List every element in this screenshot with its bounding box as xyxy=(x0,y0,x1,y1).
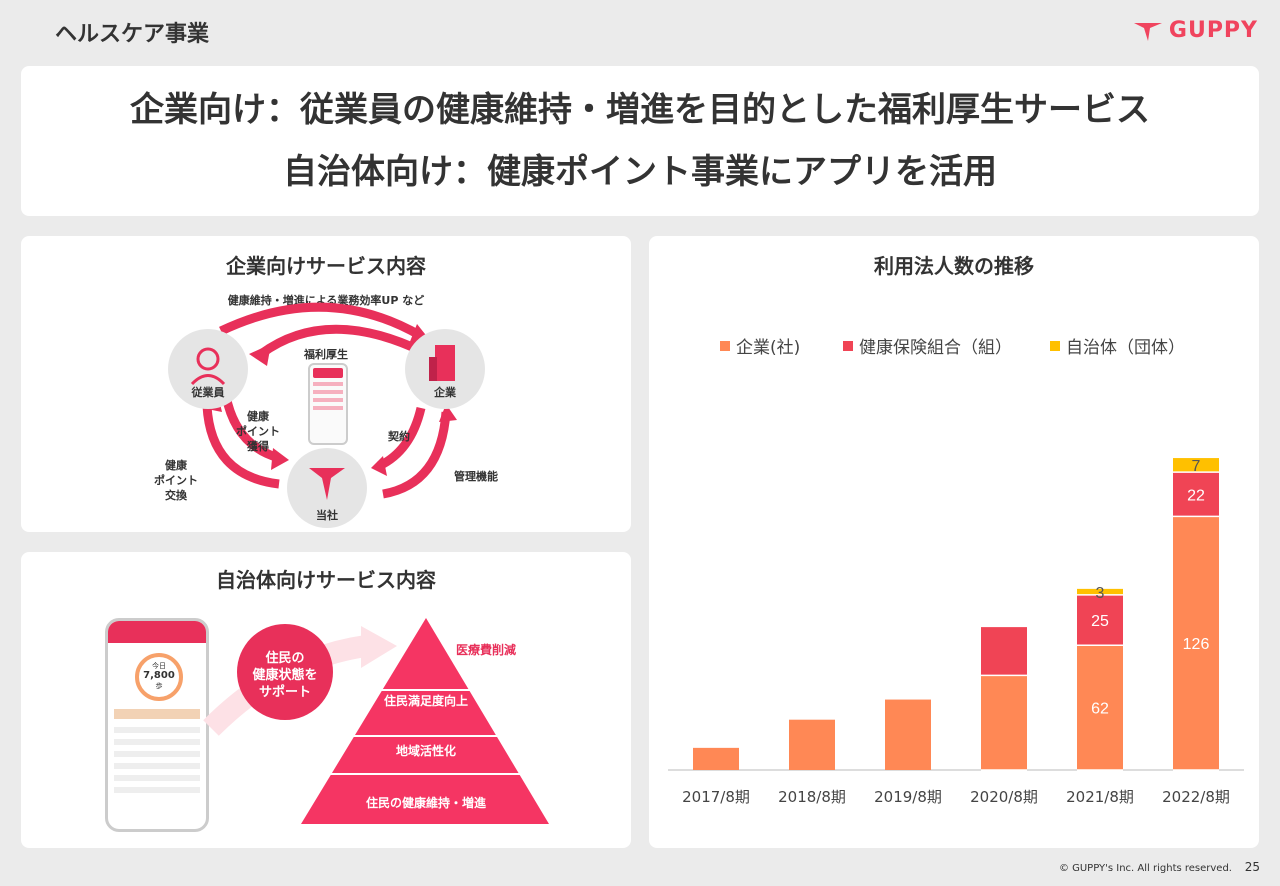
legend-swatch-union xyxy=(843,340,853,351)
support-bubble xyxy=(237,624,333,720)
legend-label-union: 健康保険組合（組） xyxy=(859,338,1012,358)
us-node xyxy=(287,448,367,528)
legend-item-municipal: 自治体（団体） xyxy=(1050,333,1185,358)
steps-today-label: 今日 xyxy=(152,662,166,670)
pyramid-level-4: 住民の健康維持・増進 xyxy=(365,796,486,810)
legend-swatch-municipal xyxy=(1050,340,1060,351)
pyramid-level-1: 医療費削減 xyxy=(455,643,516,657)
admin-label: 管理機能 xyxy=(454,470,498,483)
x-tick-label: 2019/8期 xyxy=(874,788,942,806)
pyramid xyxy=(301,618,549,824)
steps-value: 7,800 xyxy=(143,670,175,681)
x-tick-label: 2021/8期 xyxy=(1066,788,1134,806)
person-icon xyxy=(190,347,226,386)
headline-line-2: 自治体向け：健康ポイント事業にアプリを活用 xyxy=(283,152,997,192)
municipal-app-phone: 今日 7,800 歩 xyxy=(105,618,209,832)
chart-card: 利用法人数の推移 xyxy=(649,236,1259,848)
company-label: 企業 xyxy=(434,386,456,399)
guppy-logo-icon xyxy=(1133,22,1162,41)
steps-unit: 歩 xyxy=(155,682,163,690)
logo-text: GUPPY xyxy=(1168,18,1258,43)
legend-label-municipal: 自治体（団体） xyxy=(1066,338,1185,358)
copyright: © GUPPY's Inc. All rights reserved. xyxy=(1058,863,1232,874)
top-arrow-label: 健康維持・増進による業務効率UP など xyxy=(227,294,425,307)
company-node xyxy=(405,329,485,409)
headline-line-1: 企業向け：従業員の健康維持・増進を目的とした福利厚生サービス xyxy=(130,90,1150,130)
welfare-label: 福利厚生 xyxy=(304,348,348,361)
headline-card: 企業向け：従業員の健康維持・増進を目的とした福利厚生サービス 自治体向け：健康ポ… xyxy=(21,66,1259,216)
pyramid-level-2: 住民満足度向上 xyxy=(383,694,468,708)
employee-label: 従業員 xyxy=(191,386,225,399)
municipal-service-card: 自治体向けサービス内容 今日 7,800 歩 住民の 健康状態を サポート 医療… xyxy=(21,552,631,848)
pyramid-level-3: 地域活性化 xyxy=(395,744,456,758)
legend-item-union: 健康保険組合（組） xyxy=(843,333,1012,358)
exchange-points-label: 健康 ポイント 交換 xyxy=(154,459,198,502)
earn-points-label: 健康 ポイント 獲得 xyxy=(236,410,280,453)
app-phone-icon xyxy=(308,363,348,445)
legend-item-company: 企業(社) xyxy=(720,333,800,358)
contract-label: 契約 xyxy=(388,430,410,443)
building-icon xyxy=(429,345,455,381)
x-tick-label: 2020/8期 xyxy=(970,788,1038,806)
municipal-service-title: 自治体向けサービス内容 xyxy=(216,568,436,592)
support-bubble-text: 住民の 健康状態を サポート xyxy=(252,651,318,700)
legend-label-company: 企業(社) xyxy=(736,338,801,358)
guppy-mark-icon xyxy=(309,468,345,500)
us-label: 当社 xyxy=(316,509,338,522)
x-tick-label: 2018/8期 xyxy=(778,788,846,806)
employee-node xyxy=(168,329,248,409)
corporate-service-title: 企業向けサービス内容 xyxy=(226,254,426,278)
page-number: 25 xyxy=(1244,860,1260,874)
chart-title: 利用法人数の推移 xyxy=(874,254,1034,278)
page-title: ヘルスケア事業 xyxy=(55,22,210,47)
logo: GUPPY xyxy=(1133,18,1258,43)
legend-swatch-company xyxy=(720,340,730,351)
corporate-service-card: 企業向けサービス内容 健康維持・増進による業務効率UP など 従業員 企業 当 xyxy=(21,236,631,532)
x-tick-label: 2022/8期 xyxy=(1162,788,1230,806)
x-tick-label: 2017/8期 xyxy=(682,788,750,806)
